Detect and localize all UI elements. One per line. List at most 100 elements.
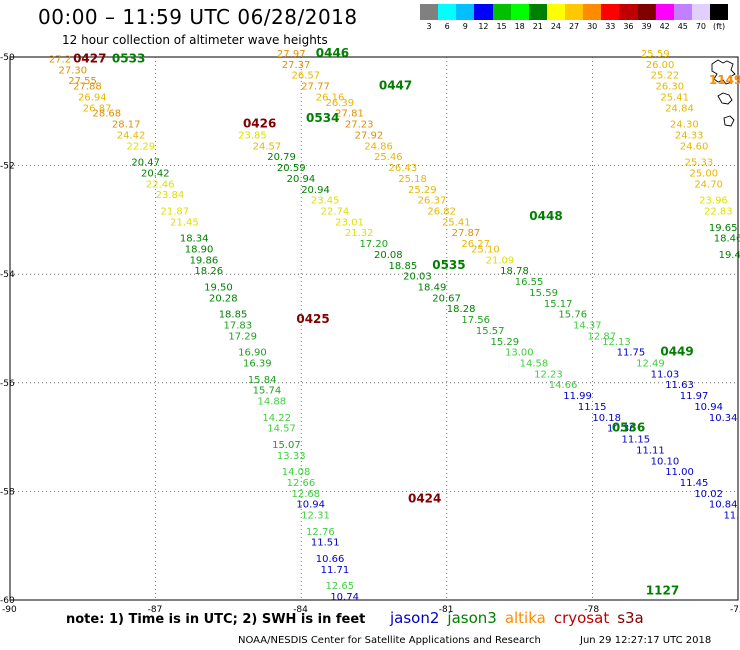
swh-value: 12.87 <box>588 331 617 342</box>
swh-value: 12.49 <box>636 359 665 370</box>
lon-tick-label: -78 <box>584 605 599 615</box>
swh-value: 10.10 <box>651 456 680 467</box>
coastline <box>711 59 736 127</box>
swh-value: 22.29 <box>126 141 155 152</box>
swh-value: 12.68 <box>291 489 320 500</box>
swh-value: 25.41 <box>442 217 471 228</box>
swh-value: 25.41 <box>660 92 689 103</box>
swh-value: 11.99 <box>563 391 592 402</box>
swh-value: 26.43 <box>389 163 418 174</box>
credit-line: NOAA/NESDIS Center for Satellite Applica… <box>238 635 541 646</box>
swh-value: 15.76 <box>558 310 587 321</box>
color-scale-label: 70 <box>695 22 707 31</box>
swh-value: 27.30 <box>59 65 88 76</box>
swh-value: 10.66 <box>316 554 345 565</box>
swh-value: 27.55 <box>68 76 97 87</box>
color-scale-label: (ft) <box>713 22 726 31</box>
swh-value: 14.08 <box>282 467 311 478</box>
swh-value: 14.58 <box>520 359 549 370</box>
swh-value: 12.66 <box>287 478 316 489</box>
color-scale-bar <box>420 4 729 20</box>
lat-tick-label: -54 <box>0 270 15 280</box>
pass-time-label: 1127 <box>646 584 679 598</box>
swh-value: 28.17 <box>112 120 141 131</box>
swh-value: 24.57 <box>253 141 282 152</box>
swh-value: 19.65 <box>709 223 738 234</box>
pass-time-label: 0447 <box>379 79 412 93</box>
swh-value: 20.59 <box>277 163 306 174</box>
color-scale-label: 18 <box>514 22 525 31</box>
swh-value: 18.28 <box>447 304 476 315</box>
swh-value: 18.85 <box>219 310 248 321</box>
swh-value: 13.33 <box>277 451 306 462</box>
swh-value: 26.82 <box>427 206 456 217</box>
swh-value: 26.37 <box>418 196 447 207</box>
color-scale-label: 3 <box>426 22 432 31</box>
swh-value: 15.59 <box>529 288 558 299</box>
legend-entry-jason3: jason3 <box>447 609 497 627</box>
pass-time-label: 0535 <box>432 258 465 272</box>
swh-value: 23.85 <box>238 130 267 141</box>
swh-value: 24.33 <box>675 130 704 141</box>
swh-value: 11.51 <box>311 538 340 549</box>
swh-value: 23.45 <box>311 196 340 207</box>
lon-tick-label: -90 <box>2 605 17 615</box>
swh-value: 15.74 <box>253 386 282 397</box>
lat-tick-label: -50 <box>0 53 15 63</box>
legend-entry-cryosat: cryosat <box>553 609 610 627</box>
swh-value: 24.84 <box>665 103 694 114</box>
swh-value: 17.29 <box>228 331 257 342</box>
color-swatch <box>583 4 602 20</box>
color-scale-label: 27 <box>568 22 580 31</box>
color-scale-label: 15 <box>496 22 507 31</box>
page-subtitle: 12 hour collection of altimeter wave hei… <box>62 33 328 47</box>
timestamp: Jun 29 12:27:17 UTC 2018 <box>580 635 712 646</box>
legend-entry-s3a: s3a <box>617 609 644 627</box>
swh-value: 15.17 <box>544 299 573 310</box>
color-swatch <box>528 4 547 20</box>
swh-value: 11.45 <box>680 478 709 489</box>
swh-value: 12.31 <box>301 511 330 522</box>
swh-value: 26.87 <box>83 103 112 114</box>
color-swatch <box>619 4 638 20</box>
swh-value: 24.30 <box>670 120 699 131</box>
swh-value: 17.83 <box>224 321 253 332</box>
swh-value: 14.88 <box>258 397 287 408</box>
swh-value: 20.42 <box>141 168 170 179</box>
swh-value: 26.00 <box>646 60 675 71</box>
color-scale-label: 6 <box>444 22 450 31</box>
color-swatch <box>438 4 457 20</box>
swh-value: 25.33 <box>685 158 714 169</box>
swh-value: 17.56 <box>461 315 490 326</box>
color-scale-label: 45 <box>677 22 688 31</box>
swh-value: 27.97 <box>277 49 306 60</box>
swh-value: 15.29 <box>490 337 519 348</box>
pass-time-label: 0425 <box>296 312 329 326</box>
swh-value: 19.49 <box>719 250 740 261</box>
lon-tick-label: -81 <box>439 605 454 615</box>
swh-value: 10.84 <box>709 500 738 511</box>
swh-value: 21.87 <box>160 206 189 217</box>
swh-value: 27.37 <box>282 60 311 71</box>
swh-value: 11.75 <box>617 348 646 359</box>
swh-value: 11.11 <box>636 445 665 456</box>
satellite-legend: jason2 jason3 altika cryosat s3a <box>390 609 652 627</box>
lat-tick-label: -56 <box>0 379 15 389</box>
swh-value: 26.57 <box>291 71 320 82</box>
swh-value: 11.71 <box>321 565 350 576</box>
swh-value: 25.00 <box>689 168 718 179</box>
swh-value: 24.70 <box>694 179 723 190</box>
swh-value: 23.96 <box>699 196 728 207</box>
swh-value: 11.15 <box>622 435 651 446</box>
swh-value: 26.94 <box>78 92 107 103</box>
swh-value: 28.68 <box>93 109 122 120</box>
swh-value: 14.66 <box>549 380 578 391</box>
swh-value: 20.03 <box>403 272 432 283</box>
color-swatch <box>456 4 475 20</box>
legend-entry-altika: altika <box>504 609 546 627</box>
swh-value: 24.42 <box>117 130 146 141</box>
color-swatch <box>601 4 620 20</box>
swh-value: 23.01 <box>335 217 364 228</box>
swh-value: 14.57 <box>267 424 296 435</box>
